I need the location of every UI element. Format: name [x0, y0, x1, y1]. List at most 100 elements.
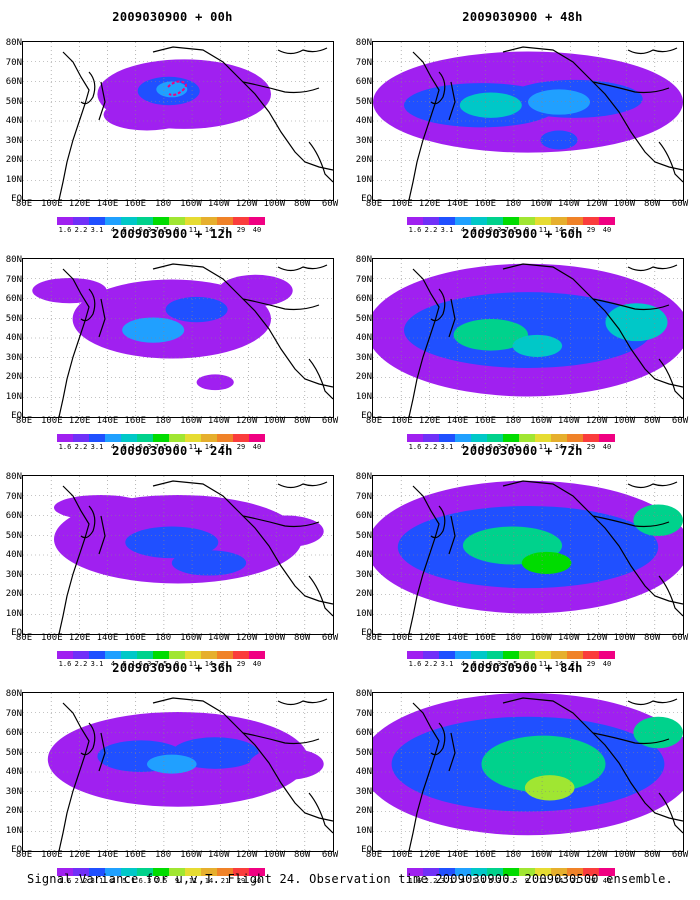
colorbar-swatch	[471, 217, 487, 225]
variance-map	[373, 42, 683, 200]
colorbar-tick-label: 5.1	[472, 226, 486, 234]
latitude-label: 70N	[355, 57, 372, 68]
colorbar-tick-label: 4	[110, 226, 116, 234]
colorbar-swatch	[121, 868, 137, 876]
longitude-label: 120E	[418, 633, 441, 643]
longitude-label: 100E	[390, 850, 413, 860]
coastline	[592, 81, 670, 94]
variance-contour	[125, 526, 219, 559]
variance-contour	[404, 292, 652, 369]
longitude-label: 140E	[446, 416, 469, 426]
colorbar-swatch	[137, 434, 153, 442]
colorbar-tick-label: 1.6	[408, 226, 422, 234]
longitude-label: 80W	[644, 199, 661, 209]
longitude-label: 140E	[446, 633, 469, 643]
colorbar-swatch	[89, 868, 105, 876]
longitude-label: 120W	[235, 199, 258, 209]
longitude-label: 100W	[263, 199, 286, 209]
colorbar-tick-label: 9	[524, 877, 530, 885]
variance-contour	[524, 775, 575, 801]
colorbar	[407, 217, 615, 225]
colorbar-tick-label: 14	[204, 226, 214, 234]
colorbar-tick-label: 21	[570, 660, 580, 668]
colorbar-tick-label: 5.1	[122, 877, 136, 885]
variance-contour	[196, 374, 234, 391]
colorbar-tick-label: 7.5	[504, 877, 518, 885]
colorbar-tick-label: 7.5	[504, 226, 518, 234]
latitude-label: 50N	[355, 313, 372, 324]
latitude-label: 50N	[355, 747, 372, 758]
latitude-label: 10N	[355, 391, 372, 402]
colorbar-swatch	[583, 434, 599, 442]
colorbar-swatch	[487, 868, 503, 876]
longitude-label: 120E	[68, 416, 91, 426]
latitude-label: 50N	[355, 530, 372, 541]
latitude-label: 20N	[355, 155, 372, 165]
latitude-label: 40N	[355, 116, 372, 126]
latitude-label: EQ	[11, 411, 22, 421]
colorbar	[407, 434, 615, 442]
coastline	[308, 575, 333, 617]
colorbar-tick-label: 11	[188, 660, 198, 668]
colorbar-swatch	[423, 651, 439, 659]
variance-map	[23, 693, 333, 851]
longitude-label: 100E	[40, 416, 63, 426]
map-area	[22, 692, 334, 852]
colorbar-swatch	[233, 434, 249, 442]
map-panel: 2009030900 + 84h 80N 70N 60N 50N 40N 30N 20N 10N…	[350, 651, 695, 885]
coastline	[277, 264, 328, 272]
longitude-label: 180	[504, 633, 522, 643]
longitude-label: 100W	[263, 633, 286, 643]
colorbar-tick-label: 6.3	[488, 877, 502, 885]
colorbar-tick-label: 6.3	[488, 660, 502, 668]
latitude-label: 20N	[355, 372, 372, 382]
colorbar-swatch	[423, 868, 439, 876]
variance-contour	[72, 279, 271, 359]
colorbar-swatch	[519, 868, 535, 876]
colorbar-swatch	[567, 868, 583, 876]
latitude-label: 70N	[5, 274, 22, 285]
longitude-label: 120W	[585, 199, 608, 209]
colorbar-swatch	[551, 217, 567, 225]
coastline	[98, 81, 106, 121]
colorbar-swatch	[169, 217, 185, 225]
longitude-label: 60W	[321, 633, 339, 643]
longitude-label: 160E	[474, 850, 497, 860]
longitude-label: 60W	[321, 416, 339, 426]
latitude-label: 80N	[355, 472, 372, 482]
panel-title: 2009030900 + 60h	[462, 227, 583, 241]
longitude-label: 120W	[585, 416, 608, 426]
colorbar-swatch	[89, 217, 105, 225]
coastline	[627, 47, 678, 55]
colorbar-swatch	[217, 868, 233, 876]
coastline	[58, 268, 90, 417]
variance-map	[373, 259, 683, 417]
colorbar-tick-label: 14	[204, 877, 214, 885]
longitude-label: 160E	[124, 199, 147, 209]
variance-contour	[521, 551, 572, 574]
latitude-label: 80N	[5, 255, 22, 265]
longitude-label: 160E	[474, 633, 497, 643]
colorbar-swatch	[121, 217, 137, 225]
colorbar-swatch	[217, 651, 233, 659]
map-area	[372, 41, 684, 201]
colorbar-swatch	[73, 651, 89, 659]
colorbar-tick-label: 3.1	[440, 443, 454, 451]
colorbar-swatch	[233, 651, 249, 659]
colorbar-swatch	[551, 434, 567, 442]
latitude-label: EQ	[361, 845, 372, 855]
colorbar-tick-label: 2.2	[74, 226, 88, 234]
coastline	[277, 481, 328, 489]
colorbar-swatch	[407, 434, 423, 442]
longitude-label: 160E	[124, 633, 147, 643]
map-panel: 2009030900 + 12h 80N 70N 60N 50N 40N 30N 20N 10N…	[0, 217, 345, 451]
panel-title: 2009030900 + 12h	[112, 227, 233, 241]
latitude-label: 30N	[355, 569, 372, 580]
colorbar-tick-label: 29	[236, 443, 246, 451]
colorbar-swatch	[439, 651, 455, 659]
coastline	[430, 505, 446, 539]
colorbar-swatch	[105, 651, 121, 659]
colorbar-swatch	[185, 217, 201, 225]
panel-title: 2009030900 + 00h	[112, 10, 233, 24]
coastline	[277, 698, 328, 706]
